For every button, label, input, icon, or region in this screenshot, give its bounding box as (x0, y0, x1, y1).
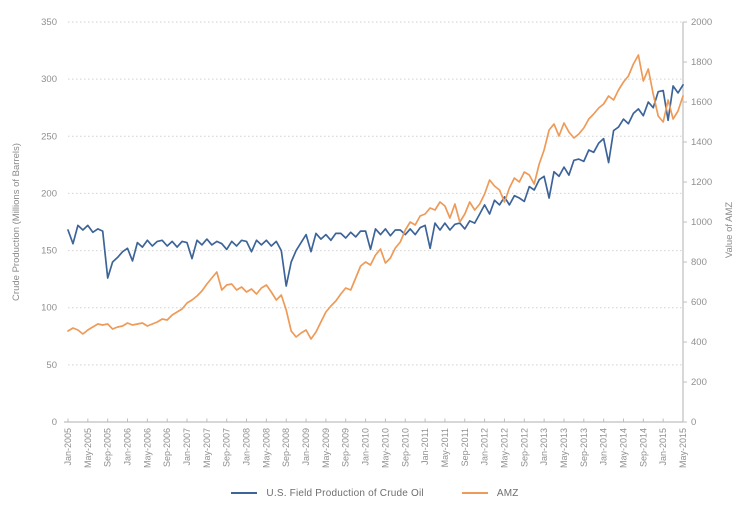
x-axis-tick-label: Jan-2007 (182, 428, 192, 466)
x-axis-tick-label: Sep-2010 (400, 428, 410, 467)
x-axis-tick-label: Jan-2013 (539, 428, 549, 466)
x-axis-tick-label: May-2010 (380, 428, 390, 468)
left-axis-tick-label: 100 (41, 303, 57, 314)
x-axis-tick-label: May-2008 (261, 428, 271, 468)
left-axis-tick-label: 50 (46, 360, 57, 371)
x-axis-tick-label: Jan-2014 (599, 428, 609, 466)
x-axis-tick-label: May-2014 (618, 428, 628, 468)
x-axis-tick-label: May-2009 (321, 428, 331, 468)
x-axis-tick-label: Jan-2012 (480, 428, 490, 466)
x-axis-tick-label: Jan-2008 (242, 428, 252, 466)
x-axis-tick-label: May-2005 (83, 428, 93, 468)
chart-legend: U.S. Field Production of Crude Oil AMZ (0, 482, 750, 504)
x-axis-tick-label: Sep-2006 (162, 428, 172, 467)
x-axis-tick-label: May-2013 (559, 428, 569, 468)
legend-label-crude: U.S. Field Production of Crude Oil (266, 487, 424, 499)
right-axis-tick-label: 1200 (691, 177, 712, 188)
x-axis-tick-label: May-2006 (142, 428, 152, 468)
legend-label-amz: AMZ (496, 487, 519, 499)
amz-line-swatch (461, 492, 488, 494)
right-axis-tick-label: 1600 (691, 97, 712, 108)
left-axis-tick-label: 250 (41, 131, 57, 142)
right-axis-title: Value of AMZ (724, 202, 735, 259)
x-axis-tick-label: Sep-2008 (281, 428, 291, 467)
x-axis-tick-label: May-2007 (202, 428, 212, 468)
left-axis-tick-label: 200 (41, 188, 57, 199)
x-axis-tick-label: Sep-2014 (638, 428, 648, 467)
x-axis-tick-label: Sep-2007 (222, 428, 232, 467)
left-axis-tick-label: 350 (41, 17, 57, 28)
x-axis-tick-label: Jan-2010 (361, 428, 371, 466)
x-axis-tick-label: Jan-2006 (123, 428, 133, 466)
right-axis-tick-label: 2000 (691, 17, 712, 28)
legend-item-crude: U.S. Field Production of Crude Oil (231, 487, 424, 499)
x-axis-tick-label: Jan-2005 (63, 428, 73, 466)
right-axis-tick-label: 200 (691, 377, 707, 388)
right-axis-tick-label: 1800 (691, 57, 712, 68)
x-axis-tick-label: May-2011 (440, 428, 450, 467)
right-axis-tick-label: 0 (691, 417, 696, 428)
x-axis-tick-label: Jan-2009 (301, 428, 311, 466)
left-axis-tick-label: 0 (52, 417, 57, 428)
x-axis-tick-label: Sep-2009 (341, 428, 351, 467)
x-axis-tick-label: Sep-2011 (460, 428, 470, 466)
x-axis-tick-label: Sep-2005 (103, 428, 113, 467)
amz-series-line (67, 54, 684, 340)
right-axis-tick-label: 1400 (691, 137, 712, 148)
legend-item-amz: AMZ (461, 487, 519, 499)
x-axis-tick-label: Jan-2015 (658, 428, 668, 466)
right-axis-tick-label: 1000 (691, 217, 712, 228)
crude-line-swatch (231, 492, 258, 494)
x-axis-tick-label: Sep-2012 (519, 428, 529, 467)
left-axis-tick-label: 300 (41, 74, 57, 85)
right-axis-tick-label: 600 (691, 297, 707, 308)
right-axis-tick-label: 400 (691, 337, 707, 348)
x-axis-tick-label: May-2012 (499, 428, 509, 468)
left-axis-title: Crude Production (Millions of Barrels) (11, 143, 22, 301)
right-axis-tick-label: 800 (691, 257, 707, 268)
left-axis-tick-label: 150 (41, 246, 57, 257)
crude-production-series-line (67, 84, 684, 287)
x-axis-tick-label: May-2015 (678, 428, 688, 468)
x-axis-tick-label: Jan-2011 (420, 428, 430, 465)
x-axis-tick-label: Sep-2013 (579, 428, 589, 467)
